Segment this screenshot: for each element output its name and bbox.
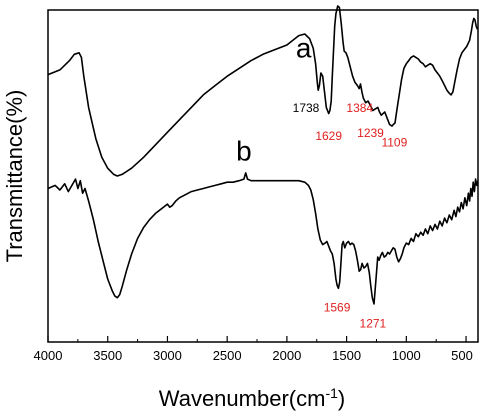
- peak-label: 1239: [357, 126, 384, 140]
- x-tick-label: 2500: [213, 348, 242, 363]
- peak-label: 1384: [346, 101, 373, 115]
- peak-label: 1738: [293, 101, 320, 115]
- series-line-b: [47, 172, 479, 305]
- peak-label: 1569: [324, 301, 351, 315]
- peak-label: 1271: [360, 316, 387, 330]
- x-axis: 4000 3500 3000 2500 2000 1500 1000 500: [34, 336, 473, 363]
- x-axis-title: Wavenumber(cm-1): [159, 385, 345, 411]
- series-group: [47, 5, 479, 305]
- series-line-a: [47, 5, 479, 177]
- x-tick-label: 2000: [272, 348, 301, 363]
- y-axis-title: Transmittance(%): [2, 90, 27, 263]
- x-tick-label: 3000: [153, 348, 182, 363]
- plot-frame: [47, 9, 479, 343]
- series-label-a: a: [296, 32, 312, 63]
- peak-label: 1109: [381, 135, 407, 149]
- x-tick-label: 500: [451, 348, 473, 363]
- x-tick-label: 1500: [332, 348, 361, 363]
- series-label-b: b: [236, 135, 252, 166]
- x-tick-label: 1000: [392, 348, 421, 363]
- x-tick-label: 3500: [93, 348, 122, 363]
- peak-label: 1629: [315, 129, 342, 143]
- series-labels: ab: [236, 32, 312, 166]
- x-tick-label: 4000: [34, 348, 63, 363]
